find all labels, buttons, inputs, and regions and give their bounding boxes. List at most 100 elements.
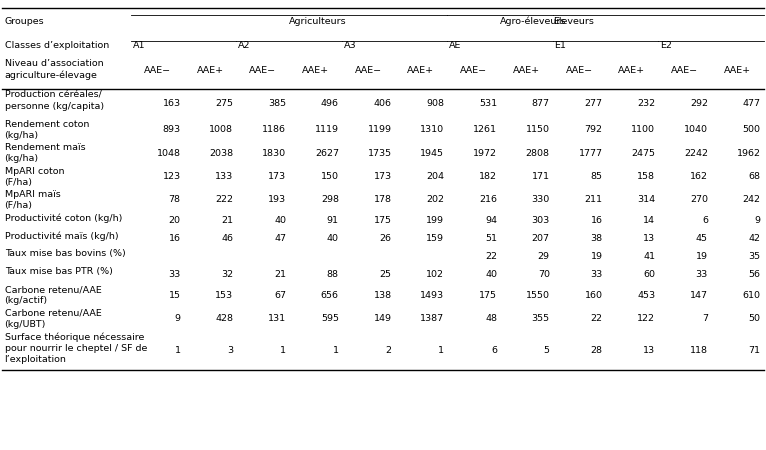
Text: 88: 88 <box>327 270 339 279</box>
Text: Carbone retenu/AAE
(kg/actif): Carbone retenu/AAE (kg/actif) <box>5 285 101 306</box>
Text: AAE−: AAE− <box>144 66 171 75</box>
Text: 162: 162 <box>690 172 708 181</box>
Text: 7: 7 <box>702 314 708 323</box>
Text: 102: 102 <box>427 270 444 279</box>
Text: Eleveurs: Eleveurs <box>553 17 594 26</box>
Text: 158: 158 <box>637 172 655 181</box>
Text: 199: 199 <box>427 216 444 225</box>
Text: 298: 298 <box>321 195 339 204</box>
Text: 2038: 2038 <box>209 148 234 157</box>
Text: 1: 1 <box>175 346 181 355</box>
Text: 656: 656 <box>321 291 339 300</box>
Text: 47: 47 <box>274 234 286 243</box>
Text: 123: 123 <box>162 172 181 181</box>
Text: 122: 122 <box>637 314 655 323</box>
Text: Rendement coton
(kg/ha): Rendement coton (kg/ha) <box>5 120 89 140</box>
Text: 42: 42 <box>748 234 761 243</box>
Text: 16: 16 <box>169 234 181 243</box>
Text: 428: 428 <box>215 314 234 323</box>
Text: 94: 94 <box>485 216 497 225</box>
Text: 13: 13 <box>643 234 655 243</box>
Text: 51: 51 <box>485 234 497 243</box>
Text: 173: 173 <box>268 172 286 181</box>
Text: 908: 908 <box>427 99 444 108</box>
Text: 91: 91 <box>327 216 339 225</box>
Text: 33: 33 <box>696 270 708 279</box>
Text: 1: 1 <box>333 346 339 355</box>
Text: E1: E1 <box>555 41 566 50</box>
Text: 6: 6 <box>702 216 708 225</box>
Text: 204: 204 <box>427 172 444 181</box>
Text: 25: 25 <box>380 270 391 279</box>
Text: 20: 20 <box>169 216 181 225</box>
Text: MpARI coton
(F/ha): MpARI coton (F/ha) <box>5 166 64 187</box>
Text: AE: AE <box>449 41 461 50</box>
Text: 1550: 1550 <box>525 291 550 300</box>
Text: 877: 877 <box>532 99 550 108</box>
Text: 1777: 1777 <box>578 148 602 157</box>
Text: AAE−: AAE− <box>671 66 698 75</box>
Text: 40: 40 <box>485 270 497 279</box>
Text: 41: 41 <box>643 252 655 261</box>
Text: 216: 216 <box>479 195 497 204</box>
Text: 595: 595 <box>321 314 339 323</box>
Text: 1048: 1048 <box>157 148 181 157</box>
Text: 175: 175 <box>374 216 391 225</box>
Text: A1: A1 <box>133 41 145 50</box>
Text: 118: 118 <box>690 346 708 355</box>
Text: 5: 5 <box>544 346 550 355</box>
Text: 21: 21 <box>221 216 234 225</box>
Text: 85: 85 <box>591 172 602 181</box>
Text: Groupes: Groupes <box>5 17 44 26</box>
Text: 1261: 1261 <box>473 125 497 134</box>
Text: 14: 14 <box>643 216 655 225</box>
Text: A3: A3 <box>343 41 356 50</box>
Text: 159: 159 <box>427 234 444 243</box>
Text: 893: 893 <box>162 125 181 134</box>
Text: AAE+: AAE+ <box>513 66 540 75</box>
Text: 9: 9 <box>175 314 181 323</box>
Text: Taux mise bas PTR (%): Taux mise bas PTR (%) <box>5 267 113 276</box>
Text: 182: 182 <box>479 172 497 181</box>
Text: 19: 19 <box>696 252 708 261</box>
Text: AAE−: AAE− <box>460 66 487 75</box>
Text: 32: 32 <box>221 270 234 279</box>
Text: AAE−: AAE− <box>565 66 593 75</box>
Text: 163: 163 <box>162 99 181 108</box>
Text: 1972: 1972 <box>473 148 497 157</box>
Text: 2808: 2808 <box>525 148 550 157</box>
Text: 1199: 1199 <box>368 125 391 134</box>
Text: 2242: 2242 <box>684 148 708 157</box>
Text: 1: 1 <box>280 346 286 355</box>
Text: 453: 453 <box>637 291 655 300</box>
Text: 207: 207 <box>532 234 550 243</box>
Text: 13: 13 <box>643 346 655 355</box>
Text: AAE+: AAE+ <box>302 66 329 75</box>
Text: 67: 67 <box>274 291 286 300</box>
Text: 160: 160 <box>584 291 602 300</box>
Text: Taux mise bas bovins (%): Taux mise bas bovins (%) <box>5 249 126 258</box>
Text: 314: 314 <box>637 195 655 204</box>
Text: 60: 60 <box>643 270 655 279</box>
Text: 15: 15 <box>169 291 181 300</box>
Text: 270: 270 <box>690 195 708 204</box>
Text: 500: 500 <box>743 125 761 134</box>
Text: 40: 40 <box>274 216 286 225</box>
Text: 38: 38 <box>591 234 602 243</box>
Text: 28: 28 <box>591 346 602 355</box>
Text: 275: 275 <box>215 99 234 108</box>
Text: 1100: 1100 <box>631 125 655 134</box>
Text: 1735: 1735 <box>368 148 391 157</box>
Text: 222: 222 <box>215 195 234 204</box>
Text: 1493: 1493 <box>421 291 444 300</box>
Text: 1945: 1945 <box>421 148 444 157</box>
Text: 46: 46 <box>221 234 234 243</box>
Text: 9: 9 <box>755 216 761 225</box>
Text: 33: 33 <box>169 270 181 279</box>
Text: E2: E2 <box>660 41 672 50</box>
Text: AAE−: AAE− <box>355 66 381 75</box>
Text: 1830: 1830 <box>262 148 286 157</box>
Text: 45: 45 <box>696 234 708 243</box>
Text: 1: 1 <box>438 346 444 355</box>
Text: 131: 131 <box>268 314 286 323</box>
